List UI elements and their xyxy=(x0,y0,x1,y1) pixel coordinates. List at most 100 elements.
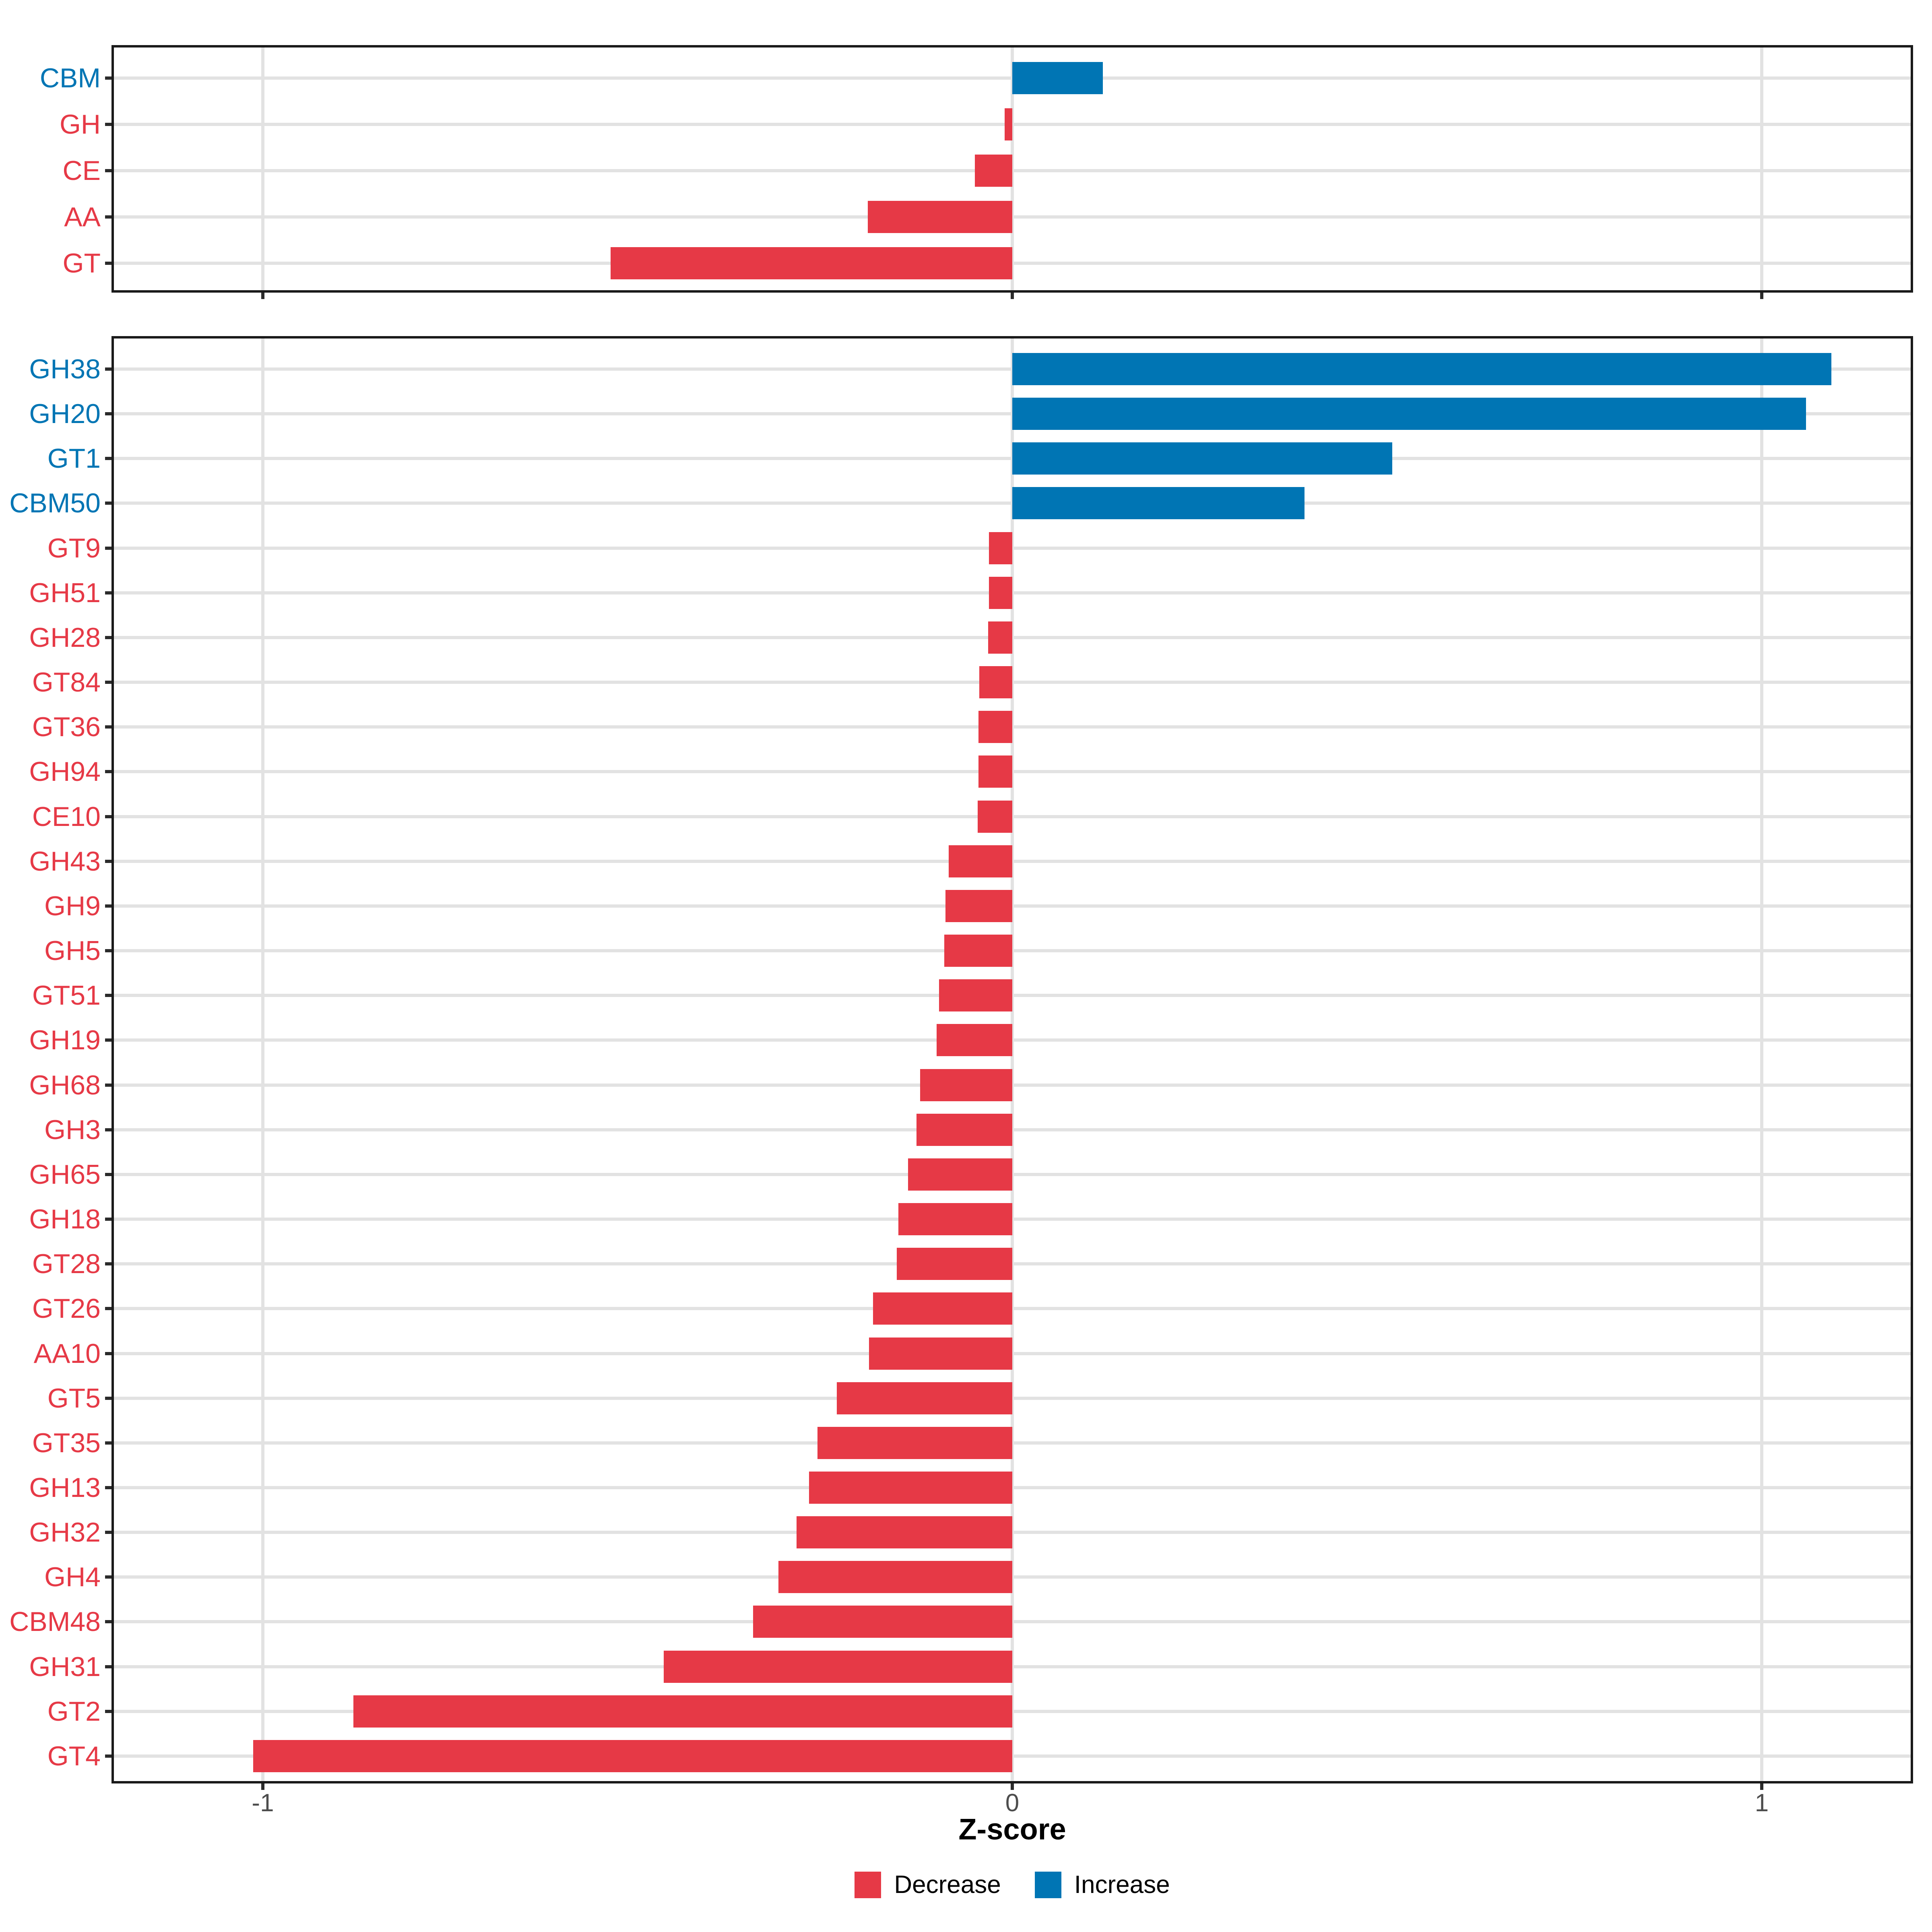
category-label-GH65: GH65 xyxy=(29,1159,101,1190)
y-axis-tick xyxy=(105,1352,111,1355)
gridline-row xyxy=(111,1531,1913,1534)
category-label-GT28: GT28 xyxy=(32,1249,101,1280)
bar-GH32 xyxy=(796,1516,1012,1549)
category-label-GH31: GH31 xyxy=(29,1651,101,1682)
x-tick-label: 1 xyxy=(1754,1789,1769,1817)
gridline-row xyxy=(111,770,1913,774)
increase-swatch-icon xyxy=(1034,1872,1061,1898)
gridline-row xyxy=(111,1218,1913,1221)
y-axis-tick xyxy=(105,1620,111,1624)
gridline-row xyxy=(111,215,1913,219)
category-label-GT51: GT51 xyxy=(32,980,101,1011)
bar-GT28 xyxy=(897,1248,1012,1280)
x-axis-tick xyxy=(261,1783,264,1790)
bar-CE xyxy=(974,155,1012,187)
y-axis-tick xyxy=(105,904,111,908)
category-label-GT1: GT1 xyxy=(47,443,101,474)
bar-GT1 xyxy=(1012,442,1393,475)
bar-CBM50 xyxy=(1012,487,1305,520)
gridline-row xyxy=(111,681,1913,684)
x-axis-tick xyxy=(1011,1783,1014,1790)
bar-GT9 xyxy=(989,532,1012,564)
gridline-row xyxy=(111,1262,1913,1266)
gridline-x-1 xyxy=(1760,45,1763,293)
bar-CBM48 xyxy=(753,1606,1012,1638)
bar-GT26 xyxy=(873,1292,1012,1325)
gridline-row xyxy=(111,1754,1913,1758)
gridline-row xyxy=(111,262,1913,265)
gridline-row xyxy=(111,1307,1913,1311)
category-label-GT84: GT84 xyxy=(32,667,101,698)
y-axis-tick xyxy=(105,502,111,505)
y-axis-tick xyxy=(105,994,111,997)
x-axis-tick xyxy=(1760,1783,1763,1790)
bar-GH9 xyxy=(945,890,1012,922)
bar-GH xyxy=(1005,108,1012,140)
category-label-GH28: GH28 xyxy=(29,622,101,653)
y-axis-tick xyxy=(105,1307,111,1311)
gridline-x--1 xyxy=(261,336,264,1783)
y-axis-tick xyxy=(105,815,111,818)
legend-label-increase: Increase xyxy=(1074,1871,1170,1899)
bar-GH43 xyxy=(948,845,1012,877)
gridline-row xyxy=(111,815,1913,818)
category-label-GT4: GT4 xyxy=(47,1740,101,1771)
y-axis-tick xyxy=(105,1754,111,1758)
category-label-GH51: GH51 xyxy=(29,577,101,608)
y-axis-tick xyxy=(105,1575,111,1579)
gridline-row xyxy=(111,1396,1913,1400)
category-label-CBM48: CBM48 xyxy=(9,1606,101,1637)
gridline-row xyxy=(111,1172,1913,1176)
gridline-row xyxy=(111,636,1913,639)
gridline-row xyxy=(111,1709,1913,1713)
bar-GT35 xyxy=(817,1426,1012,1459)
category-label-AA: AA xyxy=(64,202,101,232)
bar-GT xyxy=(610,247,1012,279)
category-label-GH19: GH19 xyxy=(29,1025,101,1056)
y-axis-tick xyxy=(105,367,111,371)
bar-CE10 xyxy=(978,800,1012,833)
y-axis-tick xyxy=(105,1665,111,1668)
category-label-GH43: GH43 xyxy=(29,846,101,877)
bar-AA10 xyxy=(869,1337,1012,1370)
bar-GH51 xyxy=(989,576,1012,609)
y-axis-tick xyxy=(105,412,111,416)
category-label-GH: GH xyxy=(60,109,101,140)
bar-GH4 xyxy=(778,1561,1012,1593)
bar-CBM xyxy=(1012,62,1103,94)
category-label-GT: GT xyxy=(62,248,101,279)
legend-item-increase: Increase xyxy=(1034,1871,1170,1899)
x-tick-label: 0 xyxy=(1005,1789,1020,1817)
bar-GT36 xyxy=(978,711,1012,743)
y-axis-tick xyxy=(105,546,111,550)
y-axis-tick xyxy=(105,123,111,126)
category-label-GH13: GH13 xyxy=(29,1472,101,1503)
category-label-AA10: AA10 xyxy=(33,1338,101,1369)
x-axis-tick xyxy=(1011,293,1014,299)
bar-AA xyxy=(867,201,1012,233)
category-label-GH32: GH32 xyxy=(29,1517,101,1548)
category-label-GH4: GH4 xyxy=(44,1562,101,1593)
category-label-GH68: GH68 xyxy=(29,1069,101,1100)
category-label-GT35: GT35 xyxy=(32,1427,101,1458)
y-axis-tick xyxy=(105,1486,111,1489)
y-axis-tick xyxy=(105,76,111,80)
legend-item-decrease: Decrease xyxy=(855,1871,1001,1899)
category-label-GH3: GH3 xyxy=(44,1114,101,1145)
y-axis-tick xyxy=(105,681,111,684)
category-label-CBM: CBM xyxy=(39,63,101,93)
bar-GH3 xyxy=(916,1113,1012,1146)
bar-GH94 xyxy=(978,755,1012,788)
y-axis-tick xyxy=(105,262,111,265)
bar-GH65 xyxy=(908,1158,1012,1191)
bar-GH31 xyxy=(664,1650,1012,1683)
x-tick-label: -1 xyxy=(252,1789,274,1817)
y-axis-tick xyxy=(105,1396,111,1400)
y-axis-tick xyxy=(105,1038,111,1042)
gridline-row xyxy=(111,1128,1913,1131)
category-label-GH20: GH20 xyxy=(29,398,101,429)
y-axis-tick xyxy=(105,169,111,172)
x-axis-tick xyxy=(1760,293,1763,299)
legend-label-decrease: Decrease xyxy=(894,1871,1001,1899)
